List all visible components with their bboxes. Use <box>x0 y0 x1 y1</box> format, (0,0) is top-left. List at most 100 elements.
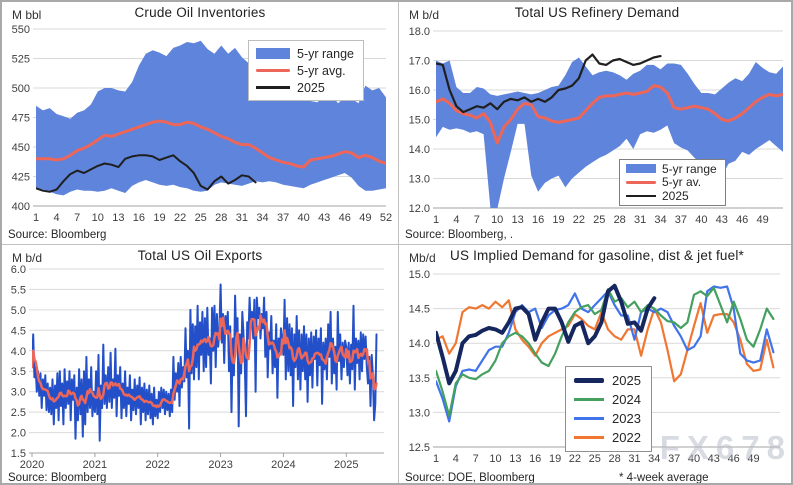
range-swatch <box>256 48 290 59</box>
series-line-2022 <box>436 299 775 383</box>
x-tick-label: 49 <box>747 453 759 465</box>
x-tick-label: 13 <box>509 453 521 465</box>
avg-line-swatch <box>256 68 290 73</box>
x-tick-label: 2023 <box>208 459 232 471</box>
y-tick-label: 4.0 <box>11 346 26 358</box>
x-tick-label: 28 <box>614 214 626 226</box>
y-axis-unit: M b/d <box>409 8 440 22</box>
legend-item: 2025 <box>256 79 354 96</box>
x-tick-label: 7 <box>74 212 80 224</box>
series-line-2025 <box>436 283 657 386</box>
x-tick-label: 16 <box>133 212 145 224</box>
fx678-watermark: FX678 <box>659 429 792 466</box>
legend-item: 5-yr range <box>626 162 717 176</box>
x-tick-label: 1 <box>433 453 439 465</box>
range-band <box>36 40 386 196</box>
x-tick-label: 19 <box>153 212 165 224</box>
x-tick-label: 2022 <box>145 459 169 471</box>
x-tick-label: 13 <box>511 214 523 226</box>
range-swatch <box>626 164 656 174</box>
y-tick-label: 15.0 <box>409 115 430 127</box>
x-tick-label: 7 <box>473 453 479 465</box>
x-tick-label: 31 <box>236 212 248 224</box>
y-tick-label: 15.0 <box>409 269 430 281</box>
legend-label: 2025 <box>662 188 689 203</box>
legend-label: 2024 <box>612 392 641 407</box>
legend-label: 5-yr avg. <box>297 63 346 78</box>
y-axis-unit: M b/d <box>12 251 43 265</box>
panel-crude-oil-inventories: 400 425 450 475 500 525 550 1 4 7 10 13 16 19 22 25 28 31… <box>2 2 398 244</box>
x-tick-label: 34 <box>256 212 268 224</box>
x-tick-label: 43 <box>318 212 330 224</box>
y-tick-label: 2.5 <box>11 407 26 419</box>
legend-item: 5-yr range <box>256 45 354 62</box>
y-tick-label: 14.0 <box>409 144 430 156</box>
legend-item: 2022 <box>574 428 641 447</box>
x-tick-label: 37 <box>675 214 687 226</box>
x-tick-label: 22 <box>569 453 581 465</box>
y-tick-label: 3.5 <box>11 366 26 378</box>
x-tick-label: 4 <box>453 214 459 226</box>
legend-label: 2025 <box>297 80 325 95</box>
legend-label: 5-yr av. <box>662 175 702 190</box>
y-tick-label: 450 <box>12 142 30 154</box>
year-line-swatch <box>256 86 290 89</box>
y-axis-unit: Mb/d <box>409 251 436 265</box>
vertical-divider <box>398 2 399 483</box>
y-tick-label: 5.5 <box>11 284 26 296</box>
series-line-2025 <box>36 154 257 193</box>
legend-label: 5-yr range <box>662 161 717 176</box>
line-2022-swatch <box>574 436 604 439</box>
series-line-5-yr-av- <box>436 84 783 145</box>
x-tick-label: 2021 <box>83 459 107 471</box>
chart-title: Total US Oil Exports <box>137 248 263 263</box>
x-tick-label: 10 <box>92 212 104 224</box>
x-tick-label: 25 <box>589 453 601 465</box>
x-tick-label: 43 <box>708 453 720 465</box>
year-line-swatch <box>626 194 656 197</box>
x-tick-label: 34 <box>654 214 666 226</box>
x-tick-label: 49 <box>359 212 371 224</box>
legend-label: 5-yr range <box>297 46 354 61</box>
x-tick-label: 4 <box>54 212 60 224</box>
source-note: Source: Bloomberg <box>8 472 107 484</box>
series-line-2025 <box>436 53 662 114</box>
y-tick-label: 3.0 <box>11 387 26 399</box>
legend: 2025 2024 2023 2022 <box>565 366 652 452</box>
line-2025-swatch <box>574 378 604 383</box>
x-tick-label: 43 <box>716 214 728 226</box>
y-tick-label: 5.0 <box>11 305 26 317</box>
legend-item: 2025 <box>574 371 641 390</box>
chart-title: Total US Refinery Demand <box>514 5 680 20</box>
x-tick-label: 10 <box>489 453 501 465</box>
y-tick-label: 12.0 <box>409 203 430 215</box>
crude-oil-inventories-chart: 400 425 450 475 500 525 550 1 4 7 10 13 16 19 22 25 28 31… <box>12 24 392 224</box>
x-tick-label: 2020 <box>20 459 44 471</box>
chart-title: Crude Oil Inventories <box>134 5 266 20</box>
legend: 5-yr range 5-yr avg. 2025 <box>248 40 364 101</box>
series-line-5-yr-avg- <box>36 119 386 169</box>
y-tick-label: 525 <box>12 54 30 66</box>
y-tick-label: 13.5 <box>409 373 430 385</box>
y-tick-label: 13.0 <box>409 174 430 186</box>
x-tick-label: 40 <box>695 214 707 226</box>
source-note: Source: Bloomberg <box>8 229 107 241</box>
x-tick-label: 40 <box>688 453 700 465</box>
y-tick-label: 6.0 <box>11 264 26 276</box>
panel-refinery-demand: 12.0 13.0 14.0 15.0 16.0 17.0 18.0 1 4 7 10 13 16 19 2… <box>399 2 791 244</box>
x-tick-label: 1 <box>33 212 39 224</box>
legend-item: 2024 <box>574 390 641 409</box>
refinery-demand-chart: 12.0 13.0 14.0 15.0 16.0 17.0 18.0 1 4 7 10 13 16 19 2… <box>409 26 783 226</box>
range-band <box>436 57 783 208</box>
x-tick-label: 22 <box>174 212 186 224</box>
y-tick-label: 16.0 <box>409 85 430 97</box>
y-tick-label: 14.0 <box>409 338 430 350</box>
x-tick-label: 2025 <box>334 459 358 471</box>
oil-exports-chart: 1.5 2.0 2.5 3.0 3.5 4.0 4.5 5.0 5.5 6.0 2020 2021 20… <box>11 264 384 471</box>
x-tick-label: 7 <box>474 214 480 226</box>
legend-item: 5-yr avg. <box>256 62 354 79</box>
y-tick-label: 18.0 <box>409 26 430 38</box>
y-tick-label: 550 <box>12 24 30 36</box>
source-note: Source: DOE, Bloomberg <box>405 472 535 484</box>
